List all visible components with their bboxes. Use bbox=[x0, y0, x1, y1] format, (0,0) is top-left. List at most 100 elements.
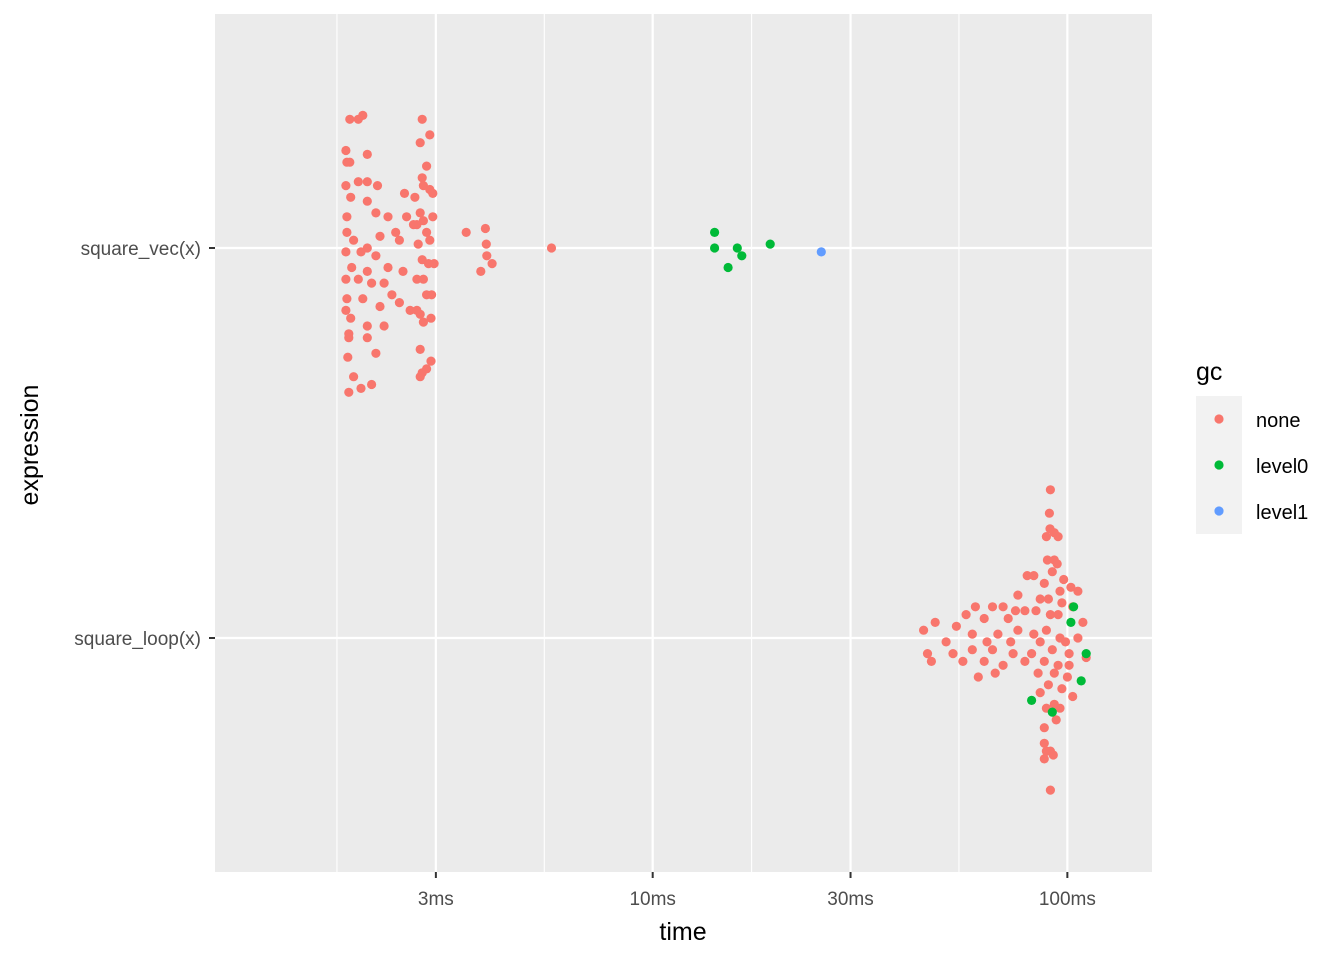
point-vec-3 bbox=[341, 145, 351, 156]
legend-key-level0 bbox=[1214, 460, 1224, 470]
point-vec-30 bbox=[398, 266, 408, 276]
point-loop-174 bbox=[1035, 688, 1045, 698]
point-loop-131 bbox=[961, 610, 971, 620]
point-vec-17 bbox=[349, 235, 359, 245]
point-vec-15 bbox=[342, 212, 352, 222]
point-vec-79 bbox=[415, 309, 425, 319]
point-vec-95 bbox=[710, 243, 720, 253]
x-tick-label-2: 30ms bbox=[827, 889, 873, 910]
point-vec-39 bbox=[394, 298, 404, 308]
point-vec-52 bbox=[344, 387, 354, 397]
point-vec-47 bbox=[343, 352, 353, 362]
point-loop-135 bbox=[930, 617, 940, 628]
point-loop-132 bbox=[979, 613, 989, 624]
point-loop-130 bbox=[1020, 606, 1030, 616]
point-vec-33 bbox=[367, 278, 377, 288]
point-vec-7 bbox=[341, 181, 351, 191]
point-vec-35 bbox=[387, 290, 397, 300]
point-loop-181 bbox=[1039, 738, 1049, 748]
point-vec-58 bbox=[417, 173, 427, 183]
point-vec-2 bbox=[358, 110, 368, 120]
point-vec-62 bbox=[428, 188, 438, 198]
point-vec-76 bbox=[427, 290, 437, 300]
point-loop-139 bbox=[993, 629, 1003, 639]
x-tick-label-3: 100ms bbox=[1039, 889, 1096, 910]
point-loop-117 bbox=[1055, 586, 1065, 596]
y-axis: square_vec(x) square_loop(x) bbox=[74, 239, 215, 650]
point-loop-171 bbox=[1062, 672, 1072, 682]
point-loop-164 bbox=[1039, 656, 1049, 667]
point-vec-34 bbox=[379, 278, 389, 288]
legend-label-level0: level0 bbox=[1256, 456, 1308, 478]
point-loop-165 bbox=[1053, 660, 1063, 670]
legend-key-none bbox=[1214, 414, 1224, 424]
point-vec-74 bbox=[418, 274, 428, 284]
point-vec-25 bbox=[371, 251, 381, 261]
point-loop-120 bbox=[1013, 590, 1023, 600]
point-loop-110 bbox=[1047, 567, 1057, 577]
point-vec-98 bbox=[737, 251, 747, 261]
point-loop-146 bbox=[982, 637, 992, 647]
point-loop-172 bbox=[1043, 680, 1053, 690]
point-vec-96 bbox=[723, 262, 733, 273]
point-vec-23 bbox=[341, 247, 351, 257]
point-loop-166 bbox=[1064, 660, 1074, 670]
point-vec-37 bbox=[358, 294, 368, 304]
point-loop-156 bbox=[1047, 645, 1057, 655]
x-tick-label-0: 3ms bbox=[418, 889, 454, 910]
point-vec-68 bbox=[413, 239, 423, 249]
point-loop-150 bbox=[922, 649, 933, 659]
point-loop-115 bbox=[1039, 578, 1049, 589]
point-loop-157 bbox=[1064, 649, 1074, 659]
point-vec-46 bbox=[362, 333, 372, 343]
point-loop-153 bbox=[987, 645, 998, 655]
legend-label-none: none bbox=[1256, 410, 1301, 432]
point-loop-154 bbox=[1008, 649, 1018, 659]
point-loop-109 bbox=[1052, 559, 1062, 569]
point-loop-189 bbox=[1081, 649, 1091, 659]
point-loop-125 bbox=[1045, 610, 1055, 620]
point-vec-6 bbox=[345, 157, 355, 167]
point-loop-160 bbox=[958, 656, 968, 667]
point-vec-8 bbox=[353, 177, 363, 187]
point-vec-19 bbox=[375, 231, 385, 241]
point-loop-192 bbox=[1047, 707, 1057, 717]
point-loop-179 bbox=[1051, 715, 1061, 725]
point-loop-175 bbox=[1068, 691, 1078, 702]
point-vec-61 bbox=[410, 192, 420, 202]
point-vec-24 bbox=[356, 247, 366, 257]
point-vec-94 bbox=[710, 227, 720, 237]
point-vec-97 bbox=[732, 243, 742, 253]
point-vec-40 bbox=[341, 305, 351, 315]
point-loop-183 bbox=[1041, 746, 1051, 756]
point-vec-41 bbox=[346, 313, 356, 323]
point-vec-69 bbox=[425, 235, 435, 245]
point-loop-113 bbox=[1059, 574, 1069, 585]
point-loop-155 bbox=[1027, 649, 1037, 659]
data-points bbox=[341, 110, 1091, 795]
x-tick-label-1: 10ms bbox=[629, 889, 675, 910]
point-loop-184 bbox=[1048, 750, 1058, 760]
point-loop-186 bbox=[1045, 785, 1055, 795]
y-axis-title: expression bbox=[16, 385, 44, 506]
point-vec-38 bbox=[375, 301, 385, 312]
point-vec-42 bbox=[362, 321, 372, 331]
point-vec-0 bbox=[345, 114, 355, 124]
point-vec-99 bbox=[765, 239, 775, 249]
point-vec-21 bbox=[402, 212, 412, 222]
point-vec-72 bbox=[429, 259, 439, 269]
point-vec-65 bbox=[418, 216, 428, 226]
point-loop-128 bbox=[987, 602, 998, 612]
point-loop-124 bbox=[1031, 606, 1041, 616]
point-loop-104 bbox=[1041, 532, 1051, 542]
point-vec-9 bbox=[362, 177, 372, 187]
point-loop-152 bbox=[967, 645, 977, 655]
point-loop-147 bbox=[1006, 637, 1016, 647]
minor-gridlines bbox=[336, 14, 960, 872]
point-vec-27 bbox=[347, 262, 357, 273]
point-vec-82 bbox=[415, 344, 425, 354]
point-loop-163 bbox=[1020, 656, 1030, 667]
point-loop-123 bbox=[998, 602, 1008, 612]
point-loop-173 bbox=[1057, 684, 1067, 694]
